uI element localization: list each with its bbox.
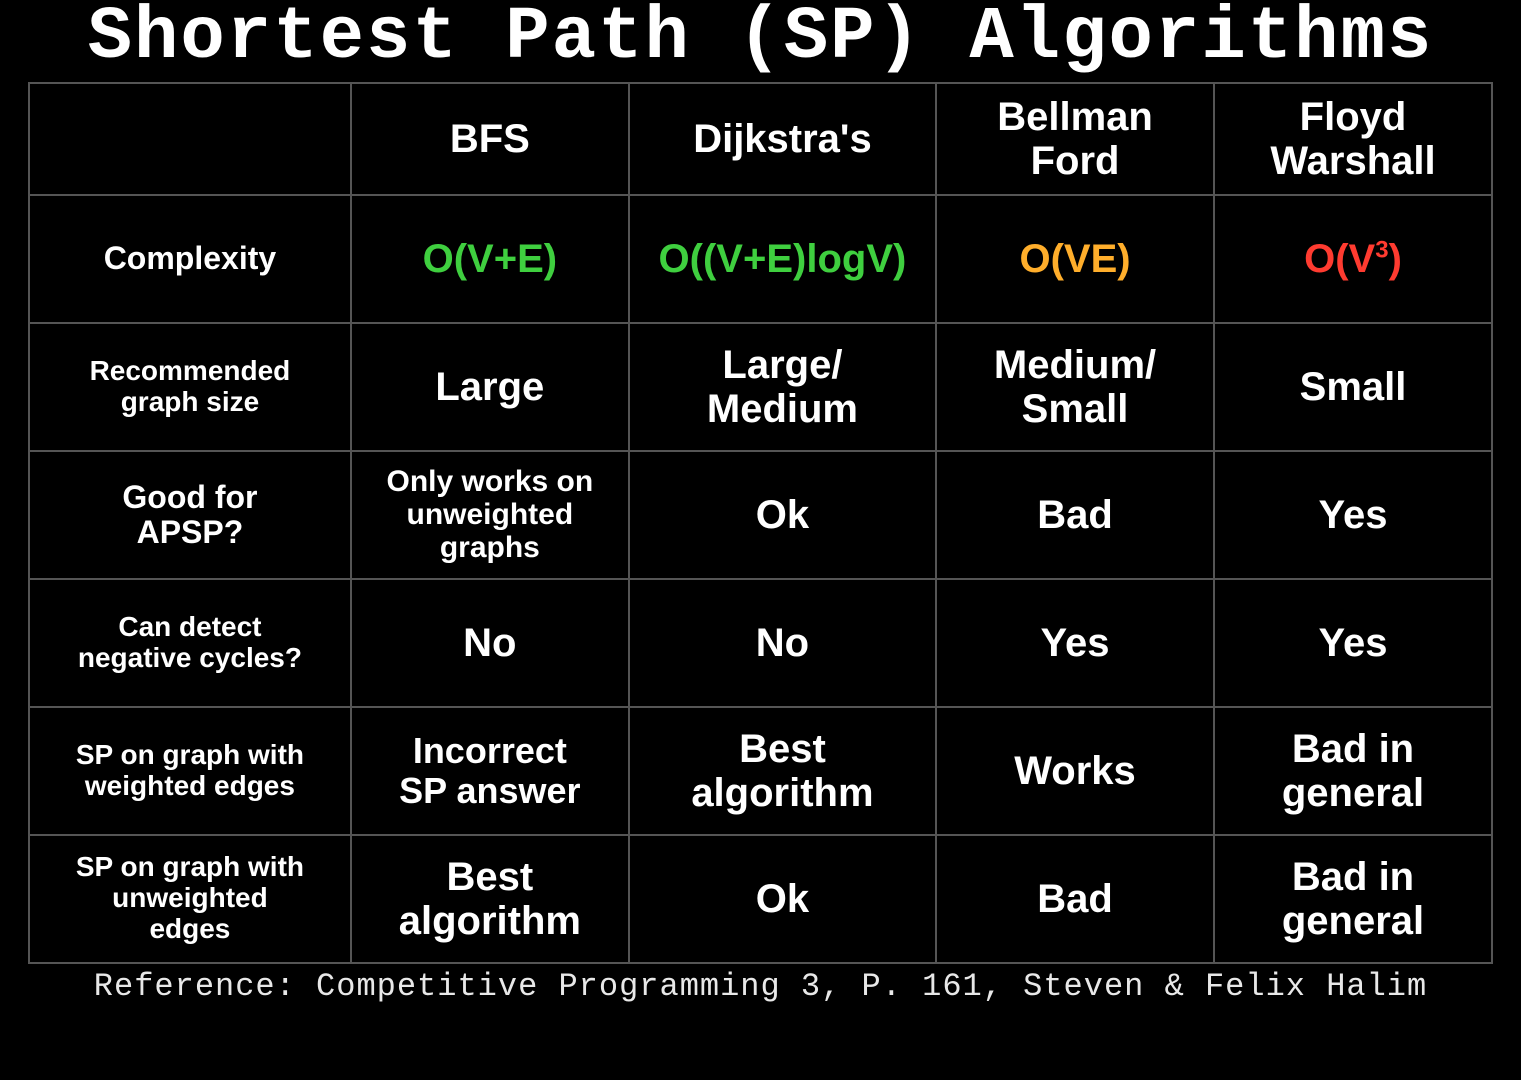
table-cell: Ok [629, 835, 936, 963]
table-cell: Small [1214, 323, 1492, 451]
table-row: SP on graph withunweightededgesBestalgor… [29, 835, 1492, 963]
table-row: Can detectnegative cycles?NoNoYesYes [29, 579, 1492, 707]
row-label: SP on graph withunweightededges [29, 835, 351, 963]
row-label: Can detectnegative cycles? [29, 579, 351, 707]
table-row: SP on graph withweighted edgesIncorrectS… [29, 707, 1492, 835]
table-cell: Yes [1214, 451, 1492, 579]
table-cell: Bestalgorithm [629, 707, 936, 835]
header-bellman-ford: BellmanFord [936, 83, 1214, 195]
row-label: SP on graph withweighted edges [29, 707, 351, 835]
header-dijkstra-s: Dijkstra's [629, 83, 936, 195]
table-cell: Yes [936, 579, 1214, 707]
table-cell: O((V+E)logV) [629, 195, 936, 323]
row-label: Complexity [29, 195, 351, 323]
table-body: BFSDijkstra'sBellmanFordFloydWarshallCom… [29, 83, 1492, 963]
table-cell: Bad [936, 451, 1214, 579]
sp-comparison-table: BFSDijkstra'sBellmanFordFloydWarshallCom… [28, 82, 1493, 964]
row-label: Good forAPSP? [29, 451, 351, 579]
table-row: Good forAPSP?Only works onunweightedgrap… [29, 451, 1492, 579]
table-cell: Bestalgorithm [351, 835, 629, 963]
table-cell: O(V+E) [351, 195, 629, 323]
table-cell: IncorrectSP answer [351, 707, 629, 835]
table-cell: Large [351, 323, 629, 451]
table-cell: No [351, 579, 629, 707]
slide: Shortest Path (SP) Algorithms BFSDijkstr… [0, 0, 1521, 1080]
page-title: Shortest Path (SP) Algorithms [28, 0, 1493, 82]
table-cell: Works [936, 707, 1214, 835]
table-cell: Bad ingeneral [1214, 707, 1492, 835]
table-cell: Medium/Small [936, 323, 1214, 451]
table-row: Recommendedgraph sizeLargeLarge/MediumMe… [29, 323, 1492, 451]
table-cell: Yes [1214, 579, 1492, 707]
row-label: Recommendedgraph size [29, 323, 351, 451]
table-cell: Only works onunweightedgraphs [351, 451, 629, 579]
header-blank [29, 83, 351, 195]
table-cell: Bad ingeneral [1214, 835, 1492, 963]
table-cell: O(VE) [936, 195, 1214, 323]
table-cell: Bad [936, 835, 1214, 963]
table-cell: Ok [629, 451, 936, 579]
reference-text: Reference: Competitive Programming 3, P.… [28, 968, 1493, 1005]
table-cell: No [629, 579, 936, 707]
table-row: ComplexityO(V+E)O((V+E)logV)O(VE)O(V3) [29, 195, 1492, 323]
header-bfs: BFS [351, 83, 629, 195]
table-header-row: BFSDijkstra'sBellmanFordFloydWarshall [29, 83, 1492, 195]
header-floyd-warshall: FloydWarshall [1214, 83, 1492, 195]
table-cell: O(V3) [1214, 195, 1492, 323]
table-cell: Large/Medium [629, 323, 936, 451]
